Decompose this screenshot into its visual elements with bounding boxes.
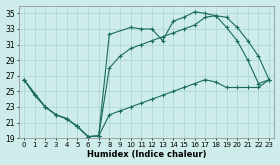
- X-axis label: Humidex (Indice chaleur): Humidex (Indice chaleur): [87, 150, 206, 159]
